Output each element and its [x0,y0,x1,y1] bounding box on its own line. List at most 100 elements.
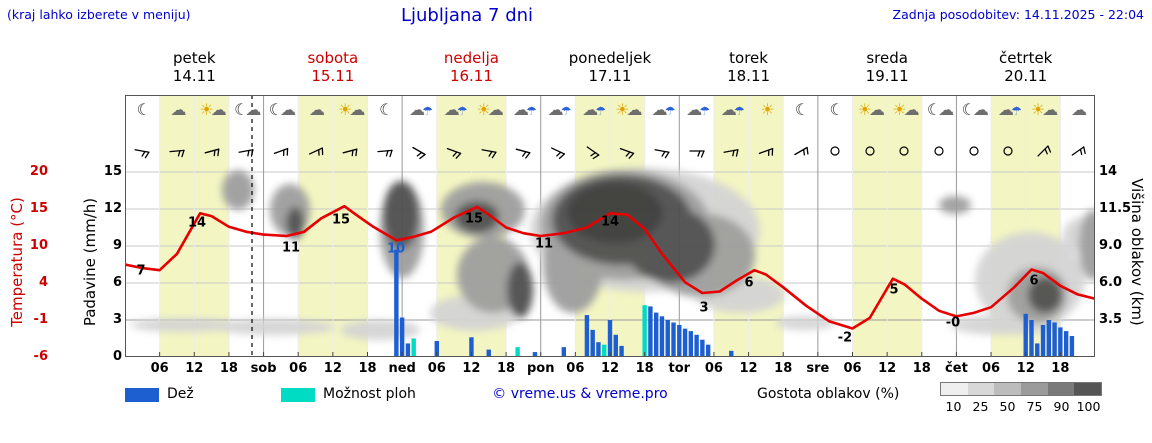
day-header-petek: petek 14.11 [172,49,216,85]
weather-icon: ☁☂ [513,100,537,119]
day-header-nedelja: nedelja 16.11 [443,49,499,85]
calm-wind-icon [998,141,1018,161]
time-tick: 18 [497,361,516,376]
weather-icon: ☀ [760,100,774,119]
weather-icon: ☾☁ [926,100,954,119]
wind-barb-icon [513,141,533,161]
cloud-tick: 14 [1099,164,1118,179]
cloud-tick: 11.5 [1099,201,1132,216]
weather-icon: ☾ [379,100,393,119]
cloud-tick: 3.5 [1099,312,1123,327]
wind-barb-icon [479,141,499,161]
curve-value-label: 6 [744,275,754,291]
curve-value-label: -0 [945,315,961,331]
weather-icon: ☾☁ [961,100,989,119]
wind-barb-icon [721,141,741,161]
curve-value-label: 15 [331,212,351,228]
curve-value-label: 14 [600,214,620,230]
time-tick: sob [250,361,277,376]
precip-tick: 3 [112,312,122,327]
density-scale-tick: 25 [972,399,989,414]
wind-barb-icon [167,141,187,161]
weather-icon: ☾☁ [268,100,296,119]
curve-value-label: 6 [1029,273,1039,289]
density-scale-tick: 100 [1076,399,1101,414]
weather-icon: ☀☁ [338,100,365,119]
time-tick: 06 [427,361,446,376]
cloud-tick: 6.0 [1099,275,1123,290]
wind-barb-icon [617,141,637,161]
temp-tick: 4 [38,275,48,290]
wind-barb-icon [306,141,326,161]
wind-barb-icon [444,141,464,161]
wind-barb-icon [1068,141,1088,161]
calm-wind-icon [894,141,914,161]
time-tick: sre [806,361,830,376]
time-tick: 18 [635,361,654,376]
day-header-torek: torek 18.11 [727,49,771,85]
temp-tick: -6 [33,349,48,364]
weather-icon: ☾ [136,100,151,119]
weather-icon: ☀☁ [199,100,226,119]
precip-tick: 6 [112,275,122,290]
rain-legend-swatch [125,388,159,402]
density-scale-segment [1047,383,1075,395]
time-tick: pon [526,361,555,376]
curve-value-label: 7 [136,263,146,279]
time-tick: 12 [1016,361,1035,376]
menu-hint: (kraj lahko izberete v meniju) [7,7,191,22]
weather-icon: ☾ [794,100,809,119]
time-tick: 12 [878,361,897,376]
curve-value-label: 15 [464,211,484,227]
rain-legend-label: Dež [167,386,194,402]
time-tick: 18 [1051,361,1070,376]
weather-icon: ☁☂ [443,100,468,119]
time-tick: 12 [739,361,758,376]
last-update-text: Zadnja posodobitev: 14.11.2025 - 22:04 [892,7,1144,22]
weather-icon: ☁☂ [998,100,1022,119]
density-scale-segment [1021,383,1048,395]
wind-barb-icon [202,141,222,161]
cloud-tick: 9.0 [1099,238,1123,253]
time-tick: 06 [982,361,1001,376]
day-header-sreda: sreda 19.11 [865,49,909,85]
time-tick: čet [945,361,968,376]
curve-value-label: 14 [187,215,207,231]
calm-wind-icon [929,141,949,161]
time-tick: ned [388,361,416,376]
wind-barb-icon [756,141,776,161]
day-header-četrtek: četrtek 20.11 [999,49,1053,85]
weather-icon: ☁☂ [720,100,745,119]
calm-wind-icon [825,141,845,161]
weather-icon: ☀☁ [892,100,919,119]
weather-icon: ☁☂ [582,100,606,119]
day-header-ponedeljek: ponedeljek 17.11 [568,49,652,85]
weather-icon: ☀☁ [476,100,504,119]
temp-tick: 20 [29,164,48,179]
density-scale-segment [967,383,995,395]
temp-tick: -1 [33,312,48,327]
credit-link[interactable]: © vreme.us & vreme.pro [492,386,668,402]
precip-tick: 15 [103,164,122,179]
curve-value-label: 10 [386,241,406,257]
time-tick: 12 [462,361,481,376]
chart-border [125,95,1095,357]
wind-barb-icon [375,141,395,161]
time-tick: 06 [704,361,723,376]
weather-icon: ☀☁ [1030,100,1058,119]
cloud-density-scale [940,382,1102,396]
density-scale-segment [1074,383,1102,395]
temp-tick: 15 [29,201,48,216]
time-tick: 06 [150,361,169,376]
precip-tick: 12 [103,201,122,216]
weather-icon: ☀☁ [857,100,885,119]
time-tick: 06 [566,361,585,376]
showers-legend-swatch [281,388,315,402]
meteogram-chart [125,95,1095,357]
showers-legend-label: Možnost ploh [323,386,416,402]
curve-value-label: 3 [699,300,709,316]
wind-barb-icon [791,141,811,161]
rain-bars [394,249,1075,357]
cloud-density-label: Gostota oblakov (%) [757,386,900,402]
